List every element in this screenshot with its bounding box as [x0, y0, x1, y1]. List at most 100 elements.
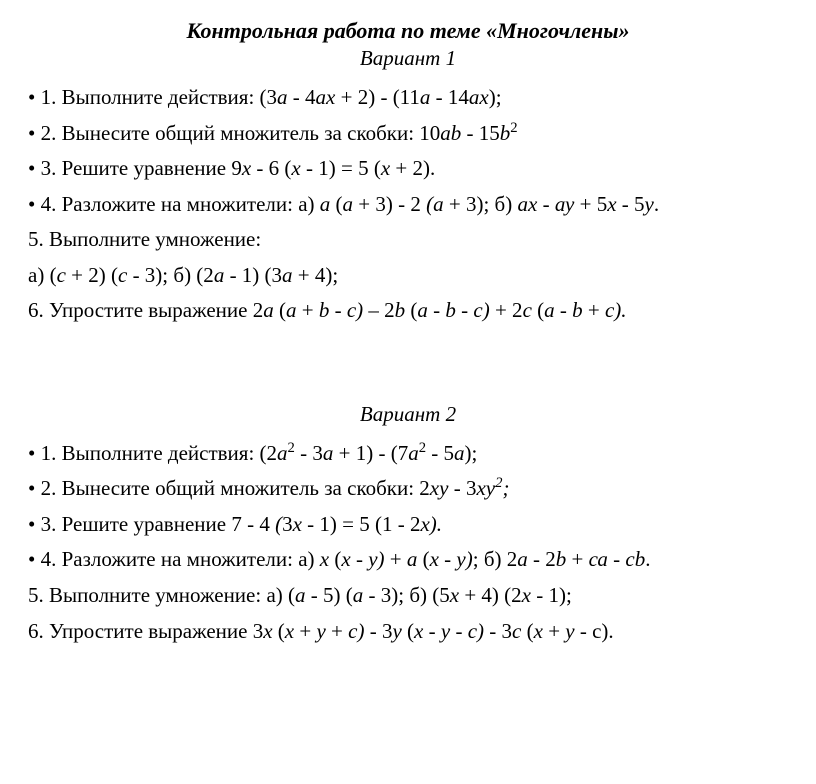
text: + 1) - (7	[333, 441, 408, 465]
var: b	[395, 298, 411, 322]
text: +	[331, 619, 348, 643]
var: с)	[347, 298, 369, 322]
text: +	[299, 619, 316, 643]
text: - 2	[528, 547, 556, 571]
text: + 2) - (11	[335, 85, 420, 109]
text: + 4) (2	[459, 583, 522, 607]
v1-task5: 5. Выполните умножение:	[28, 223, 788, 256]
var: а	[282, 263, 293, 287]
text: + 4);	[293, 263, 339, 287]
text: 2. Вынесите общий множитель за скобки: 2	[41, 476, 430, 500]
text: -	[429, 619, 441, 643]
var: х	[291, 156, 300, 180]
var: х	[607, 192, 616, 216]
text: (	[279, 298, 286, 322]
text: а) (	[28, 263, 57, 287]
text: .	[645, 547, 650, 571]
var: а	[295, 583, 306, 607]
var: с)	[473, 298, 495, 322]
var: са	[589, 547, 608, 571]
var: аb	[440, 121, 461, 145]
text: 3	[312, 441, 323, 465]
var: ху	[476, 476, 495, 500]
var: с	[57, 263, 66, 287]
text: + 2).	[390, 156, 435, 180]
text: );	[489, 85, 502, 109]
text: 4. Разложите на множители: а)	[41, 192, 320, 216]
text: (	[407, 619, 414, 643]
var: а	[343, 192, 354, 216]
var: b	[445, 298, 461, 322]
text: 5. Выполните умножение: а) (	[28, 583, 295, 607]
text: );	[465, 441, 478, 465]
var: х - у)	[430, 547, 473, 571]
text: - с).	[580, 619, 614, 643]
var: ах	[518, 192, 538, 216]
text: - 5) (	[306, 583, 353, 607]
text: (	[527, 619, 534, 643]
text: - 3	[448, 476, 476, 500]
var: ах	[469, 85, 489, 109]
var: х	[534, 619, 549, 643]
text: + 3) - 2	[353, 192, 426, 216]
var: а	[277, 85, 288, 109]
var: х	[381, 156, 390, 180]
text: +	[548, 619, 565, 643]
text: - 15	[461, 121, 500, 145]
page-title: Контрольная работа по теме «Многочлены»	[28, 18, 788, 44]
var: а	[544, 298, 560, 322]
text: - 3); б) (2	[127, 263, 214, 287]
text: ;	[502, 476, 509, 500]
text: -	[461, 298, 473, 322]
var: b	[556, 547, 567, 571]
text: .	[654, 192, 659, 216]
text: (	[278, 619, 285, 643]
var: ху	[430, 476, 449, 500]
var: а	[286, 298, 302, 322]
var: у	[565, 619, 580, 643]
text: ; б) 2	[473, 547, 518, 571]
text: - 1) = 5 (	[301, 156, 381, 180]
var: х	[450, 583, 459, 607]
text: 3	[282, 512, 293, 536]
v1-task5b: а) (с + 2) (с - 3); б) (2а - 1) (3а + 4)…	[28, 259, 788, 292]
sup: 2	[510, 120, 517, 136]
sup: 2	[288, 440, 295, 456]
text: - 1) = 5 (1 - 2	[302, 512, 421, 536]
text: - 5	[617, 192, 645, 216]
text: + 5	[574, 192, 607, 216]
var: а	[323, 441, 334, 465]
var: а	[420, 85, 431, 109]
text: – 2	[368, 298, 394, 322]
text: 1. Выполните действия: (2	[41, 441, 277, 465]
var: а	[277, 441, 288, 465]
var: х - у)	[341, 547, 384, 571]
text: (	[336, 192, 343, 216]
var: ау	[555, 192, 575, 216]
var: с	[523, 298, 538, 322]
text: - 5	[426, 441, 454, 465]
v1-task3: 3. Решите уравнение 9х - 6 (х - 1) = 5 (…	[28, 152, 788, 185]
text: 3. Решите уравнение 9	[41, 156, 242, 180]
v1-task4: 4. Разложите на множители: а) а (а + 3) …	[28, 188, 788, 221]
var: у	[645, 192, 654, 216]
text: -	[560, 298, 572, 322]
var: х	[263, 619, 278, 643]
text: +	[588, 298, 605, 322]
v1-task1: 1. Выполните действия: (3а - 4ах + 2) - …	[28, 81, 788, 114]
var: х	[285, 619, 300, 643]
var: х	[320, 547, 335, 571]
var: ах	[316, 85, 336, 109]
var: а	[407, 547, 423, 571]
text: + 3); б)	[449, 192, 518, 216]
v2-task3: 3. Решите уравнение 7 - 4 (3х - 1) = 5 (…	[28, 508, 788, 541]
var: а	[320, 192, 336, 216]
var: а	[263, 298, 279, 322]
text: 1. Выполните действия: (	[41, 85, 267, 109]
text: - 1);	[531, 583, 572, 607]
var: сb	[625, 547, 645, 571]
var: х	[242, 156, 251, 180]
text: 6. Упростите выражение 2	[28, 298, 263, 322]
v2-task1: 1. Выполните действия: (2а2 - 3а + 1) - …	[28, 437, 788, 470]
var: а	[214, 263, 225, 287]
